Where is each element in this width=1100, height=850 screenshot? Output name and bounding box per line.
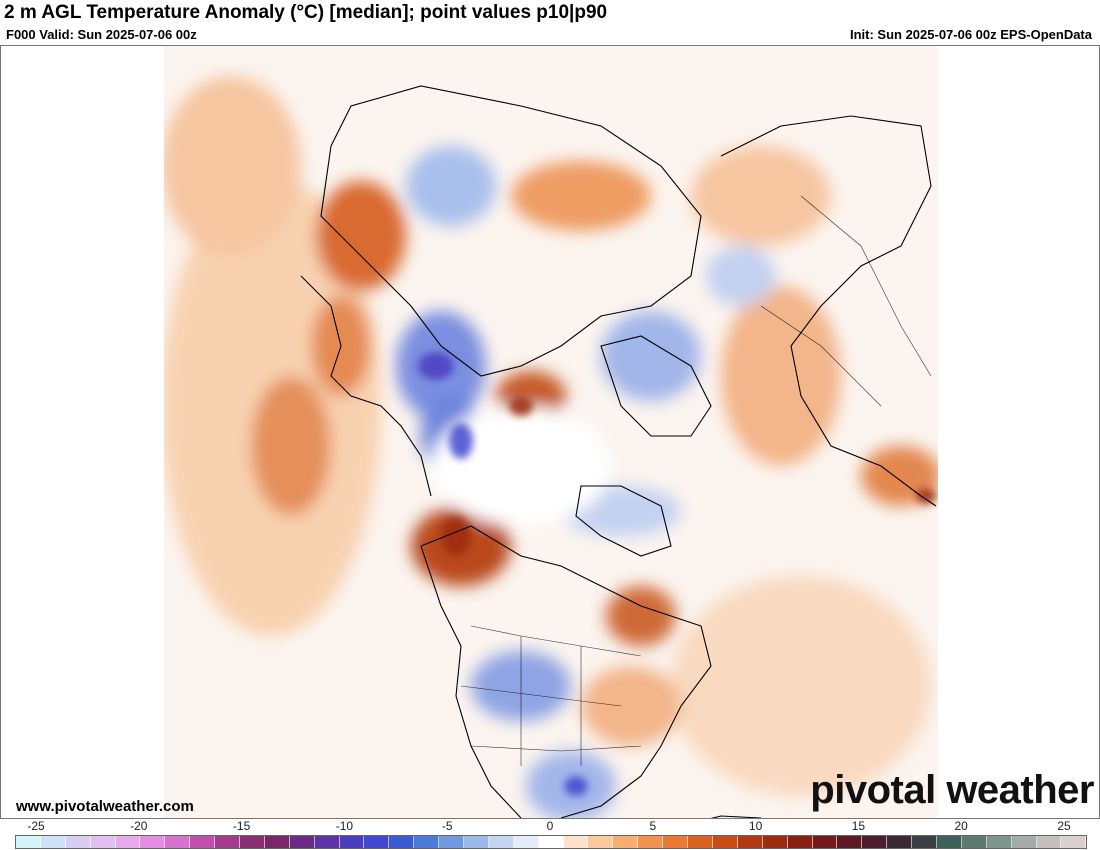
map-panel[interactable]	[0, 45, 1100, 819]
colorbar-tick-label: -15	[232, 819, 251, 833]
colorbar-cell	[837, 836, 863, 848]
site-url-label: www.pivotalweather.com	[16, 798, 194, 815]
colorbar-cell	[16, 836, 41, 848]
colorbar-cell	[289, 836, 315, 848]
map-title: 2 m AGL Temperature Anomaly (°C) [median…	[4, 2, 608, 23]
colorbar-cell	[912, 836, 937, 848]
colorbar-cell	[986, 836, 1012, 848]
colorbar-labels: -25 -20 -15 -10 -5 0 5 10 15 20 25	[0, 818, 1100, 834]
colorbar-cell	[812, 836, 838, 848]
colorbar-cell	[65, 836, 91, 848]
colorbar-cell	[1061, 836, 1087, 848]
colorbar-cell	[737, 836, 763, 848]
colorbar-tick-label: -25	[27, 819, 45, 833]
anomaly-field	[164, 46, 938, 818]
colorbar-cell	[712, 836, 738, 848]
colorbar-tick-label: -5	[441, 819, 453, 833]
colorbar-tick-label: 10	[748, 819, 763, 833]
colorbar-cell	[40, 836, 66, 848]
colorbar-cell	[588, 836, 614, 848]
colorbar-cell	[1036, 836, 1062, 848]
colorbar-tick-label: -10	[335, 819, 354, 833]
colorbar-cell	[1011, 836, 1037, 848]
colorbar-cell	[215, 836, 241, 848]
colorbar-cell	[887, 836, 913, 848]
colorbar-cell	[240, 836, 265, 848]
colorbar-tick-label: 25	[1057, 819, 1071, 833]
colorbar-cell	[90, 836, 116, 848]
colorbar-cell	[488, 836, 514, 848]
colorbar-cell	[787, 836, 813, 848]
colorbar-cell	[862, 836, 888, 848]
colorbar-cell	[936, 836, 962, 848]
colorbar-cell	[165, 836, 191, 848]
colorbar-cell	[464, 836, 489, 848]
colorbar-tick-label: 0	[546, 819, 554, 833]
colorbar-cell	[115, 836, 141, 848]
colorbar-cell	[762, 836, 788, 848]
brand-logo: pivotal weather	[810, 768, 1094, 812]
colorbar-cell	[314, 836, 340, 848]
colorbar-cell	[638, 836, 664, 848]
colorbar-cell	[364, 836, 390, 848]
colorbar-cell	[961, 836, 987, 848]
colorbar-tick-label: 15	[851, 819, 866, 833]
political-boundaries	[460, 195, 932, 766]
colorbar-cell	[538, 836, 564, 848]
colorbar-cell	[339, 836, 365, 848]
colorbar-cell	[439, 836, 465, 848]
colorbar-cell	[190, 836, 216, 848]
colorbar	[15, 835, 1087, 849]
colorbar-tick-label: 5	[649, 819, 657, 833]
colorbar-cell	[513, 836, 539, 848]
colorbar-cell	[663, 836, 689, 848]
colorbar-tick-label: -20	[130, 819, 148, 833]
colorbar-cell	[613, 836, 639, 848]
colorbar-cell	[264, 836, 290, 848]
colorbar-tick-label: 20	[954, 819, 968, 833]
anomaly-map[interactable]	[1, 46, 1099, 818]
valid-time-label: F000 Valid: Sun 2025-07-06 00z	[6, 27, 197, 42]
init-time-label: Init: Sun 2025-07-06 00z EPS-OpenData	[849, 27, 1092, 42]
colorbar-cell	[414, 836, 440, 848]
colorbar-cell	[563, 836, 589, 848]
colorbar-cell	[140, 836, 166, 848]
coastlines	[300, 85, 937, 818]
colorbar-cell	[389, 836, 415, 848]
colorbar-cell	[688, 836, 713, 848]
